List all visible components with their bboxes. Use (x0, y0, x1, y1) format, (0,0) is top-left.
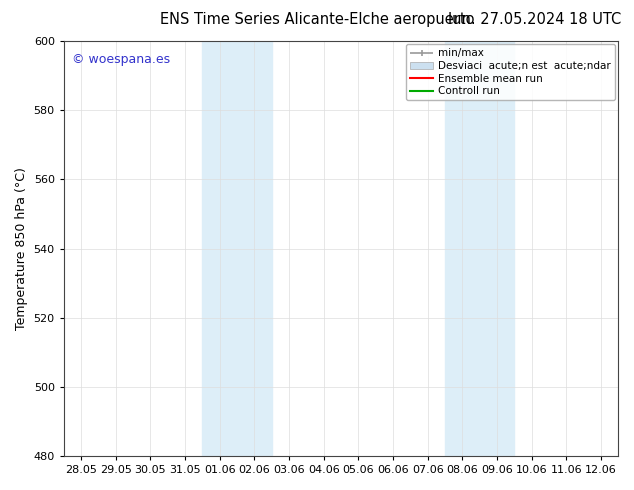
Text: lun. 27.05.2024 18 UTC: lun. 27.05.2024 18 UTC (448, 12, 621, 27)
Text: © woespana.es: © woespana.es (72, 53, 171, 67)
Legend: min/max, Desviaci  acute;n est  acute;ndar, Ensemble mean run, Controll run: min/max, Desviaci acute;n est acute;ndar… (406, 44, 616, 100)
Text: ENS Time Series Alicante-Elche aeropuerto: ENS Time Series Alicante-Elche aeropuert… (160, 12, 474, 27)
Bar (445, 41, 514, 456)
Bar (202, 41, 272, 456)
Y-axis label: Temperature 850 hPa (°C): Temperature 850 hPa (°C) (15, 167, 28, 330)
